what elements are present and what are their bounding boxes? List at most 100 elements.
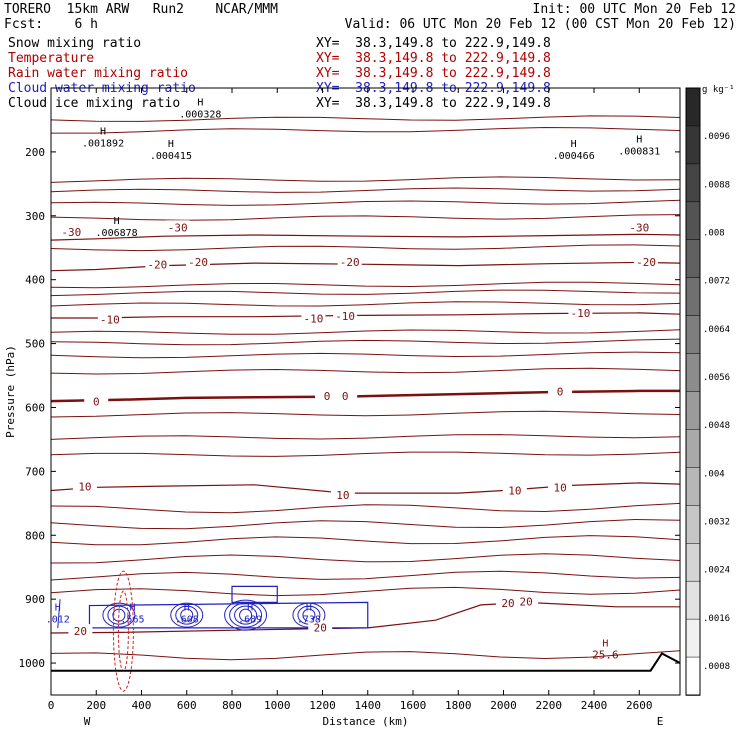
isotherm-label-bg	[548, 384, 573, 397]
colorbar-frame	[685, 87, 701, 696]
isotherm-label-bg	[84, 394, 109, 407]
isotherm-0	[50, 389, 680, 403]
cloud-water-contour	[175, 605, 199, 625]
x-tick-label: 1800	[445, 699, 472, 712]
isotherm-label-bg	[514, 594, 539, 607]
isotherm-label-bg	[72, 479, 97, 492]
header-line2-left: Fcst: 6 h	[4, 17, 98, 32]
temperature-contours	[50, 115, 681, 661]
colorbar-swatch	[685, 505, 701, 544]
cloud-water-high-value: .608	[175, 614, 199, 625]
cloud-ice-high-marker: H	[168, 139, 174, 150]
rain-water-contour	[112, 570, 134, 692]
isotherm-label-bg	[496, 595, 521, 608]
cloud-water-high-value: .012	[46, 614, 70, 625]
colorbar-tick-label: .0064	[703, 325, 730, 335]
isotherm-label-bg	[315, 388, 340, 401]
x-tick-label: 2000	[490, 699, 517, 712]
isotherm-label: -20	[188, 256, 208, 269]
colorbar-tick-label: .0016	[703, 614, 730, 624]
cloud-water-contour	[224, 599, 268, 631]
plot-frame	[50, 87, 681, 696]
colorbar-swatch	[685, 580, 701, 620]
isotherm-label-bg	[59, 224, 84, 237]
isotherm-minor	[50, 518, 681, 530]
header-line1-left: TORERO 15km ARW Run2 NCAR/MMM	[4, 2, 278, 17]
isotherm-label: -30	[168, 221, 188, 234]
contour-labels: -30 -30 -30-20 -20 -20 -20-10 -10 -10 -100 0 0 0101…	[46, 98, 661, 662]
cloud-ice-high-marker: H	[571, 139, 577, 150]
field-cloud-ice-xy: XY= 38.3,149.8 to 222.9,149.8	[316, 96, 551, 111]
plot-axes: 0 200 400 600 800 1000 1200 1400 1600 1800 2000 220…	[4, 87, 681, 728]
isotherm-label-bg	[337, 254, 362, 267]
isotherm-minor	[50, 115, 681, 122]
isotherm-minor	[50, 244, 681, 252]
isotherm-label-bg	[502, 483, 527, 496]
isotherm-label: 20	[314, 621, 327, 634]
colorbar-tick-label: .0088	[703, 180, 730, 190]
x-tick-label: 400	[132, 699, 152, 712]
cloud-ice-high-value: .000831	[618, 147, 660, 158]
colorbar-swatch	[685, 543, 701, 582]
terrain	[51, 652, 681, 672]
isotherm-label-bg	[548, 480, 573, 493]
cloud-ice-high-marker: H	[100, 126, 106, 137]
isotherm-label-bg	[68, 624, 93, 637]
cloud-water-contour	[231, 585, 278, 603]
cloud-water-high-marker: H	[247, 602, 253, 613]
y-tick-label: 700	[25, 465, 45, 478]
x-tick-label: 600	[177, 699, 197, 712]
field-snow-xy: XY= 38.3,149.8 to 222.9,149.8	[316, 36, 551, 51]
y-tick-label: 1000	[19, 657, 46, 670]
isotherm-label: 10	[508, 485, 521, 498]
field-cloud-ice-name: Cloud ice mixing ratio	[8, 96, 181, 111]
colorbar-swatch	[685, 656, 701, 696]
cloud-water-high-value: .738	[297, 614, 321, 625]
colorbar-tick-label: .0008	[703, 662, 730, 672]
isotherm-label-bg	[97, 312, 122, 325]
y-tick-label: 600	[25, 401, 45, 414]
y-tick-label: 200	[25, 146, 45, 159]
isotherm-minor	[50, 451, 681, 457]
colorbar-swatch	[685, 125, 701, 165]
header-line1-right: Init: 00 UTC Mon 20 Feb 12	[532, 2, 737, 17]
isotherm-label-bg	[186, 254, 211, 267]
y-tick-label: 800	[25, 529, 45, 542]
x-tick-label: 200	[86, 699, 106, 712]
isotherm-label: 20	[520, 596, 533, 609]
isotherm-minor	[51, 126, 681, 134]
y-tick-label: 500	[25, 338, 45, 351]
isotherm-label-bg	[333, 388, 358, 401]
colorbar-swatch	[685, 201, 701, 241]
isotherm--20	[50, 261, 681, 272]
cloud-water-contour	[107, 605, 131, 625]
colorbar-swatch	[685, 467, 701, 507]
cloud-ice-high-marker: H	[114, 216, 120, 227]
x-tick-label: 1200	[309, 699, 336, 712]
x-tick-label: 2600	[626, 699, 653, 712]
colorbar-swatch	[685, 353, 701, 393]
colorbar-swatch	[685, 239, 701, 279]
isotherm-minor	[50, 199, 681, 206]
colorbar-tick-label: .0032	[703, 518, 730, 528]
cloud-ice-high-value: .000466	[553, 151, 595, 162]
isotherm-label-bg	[145, 257, 170, 270]
isotherm-minor	[50, 502, 681, 514]
isotherm-minor	[50, 434, 681, 440]
isotherm-label: 0	[342, 390, 349, 403]
isotherm-label: -10	[100, 313, 120, 326]
isotherm-label-bg	[301, 311, 326, 324]
isotherm-minor	[50, 338, 681, 346]
isotherm-label: -30	[61, 226, 81, 239]
isotherm-minor	[50, 187, 681, 193]
x-tick-label: 800	[222, 699, 242, 712]
y-tick-label: 400	[25, 274, 45, 287]
x-tick-label: 1400	[355, 699, 382, 712]
cloud-ice-high-value: .006878	[96, 228, 138, 239]
isotherm-label-bg	[333, 309, 358, 322]
isotherm-minor	[50, 351, 681, 359]
cloud-ice-high-value: .000415	[150, 151, 192, 162]
x-tick-label: 1600	[400, 699, 427, 712]
colorbar-tick-label: .004	[703, 469, 725, 479]
isotherm-label-bg	[627, 220, 652, 233]
